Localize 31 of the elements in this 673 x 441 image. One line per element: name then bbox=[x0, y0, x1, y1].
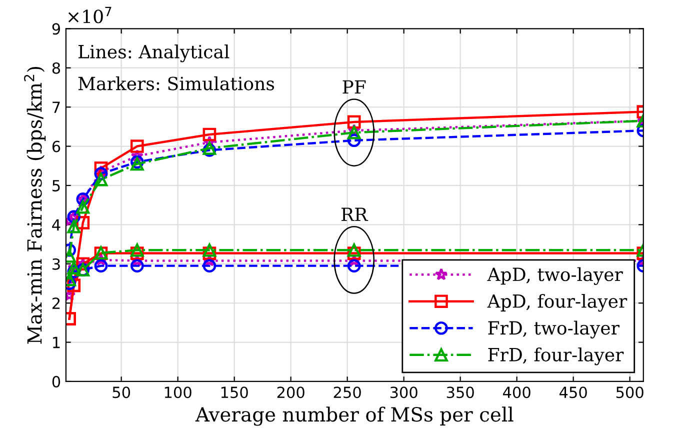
x-tick-label: 100 bbox=[164, 386, 192, 398]
y-axis-title: Max-min Fairness (bps/km$^{2}$) bbox=[24, 66, 46, 344]
y-tick-label: 6 bbox=[52, 140, 60, 152]
x-tick-label: 350 bbox=[446, 386, 474, 398]
y-tick-label: 4 bbox=[52, 219, 60, 230]
legend-label: ApD, two-layer bbox=[487, 267, 623, 285]
y-tick-label: 2 bbox=[52, 298, 60, 309]
annotation: Lines: Analytical bbox=[78, 44, 230, 62]
x-tick-label: 300 bbox=[390, 386, 418, 398]
y-tick-label: 1 bbox=[53, 336, 60, 348]
x-tick-label: 200 bbox=[277, 386, 304, 398]
legend-label: ApD, four-layer bbox=[487, 294, 628, 312]
x-tick-label: 250 bbox=[334, 386, 361, 398]
x-tick-label: 450 bbox=[559, 386, 587, 398]
x-axis-title: Average number of MSs per cell bbox=[195, 406, 514, 426]
y-tick-label: 3 bbox=[52, 258, 60, 270]
y-tick-label: 8 bbox=[52, 62, 60, 74]
y-tick-label: 9 bbox=[52, 23, 60, 35]
y-tick-label: 5 bbox=[52, 180, 60, 192]
x-tick-label: 50 bbox=[112, 386, 130, 398]
y-tick-label: 0 bbox=[52, 376, 60, 388]
legend-label: FrD, two-layer bbox=[488, 320, 620, 338]
legend-label: FrD, four-layer bbox=[488, 347, 624, 366]
annotation: RR bbox=[342, 208, 368, 221]
y-tick-label: 7 bbox=[52, 102, 60, 113]
annotation: Markers: Simulations bbox=[78, 76, 274, 90]
x-tick-label: 150 bbox=[221, 386, 248, 398]
annotation: PF bbox=[342, 80, 366, 94]
x-tick-label: 400 bbox=[502, 386, 530, 398]
text: ×10$^{7}$ bbox=[68, 6, 112, 24]
x-tick-label: 500 bbox=[616, 386, 644, 398]
